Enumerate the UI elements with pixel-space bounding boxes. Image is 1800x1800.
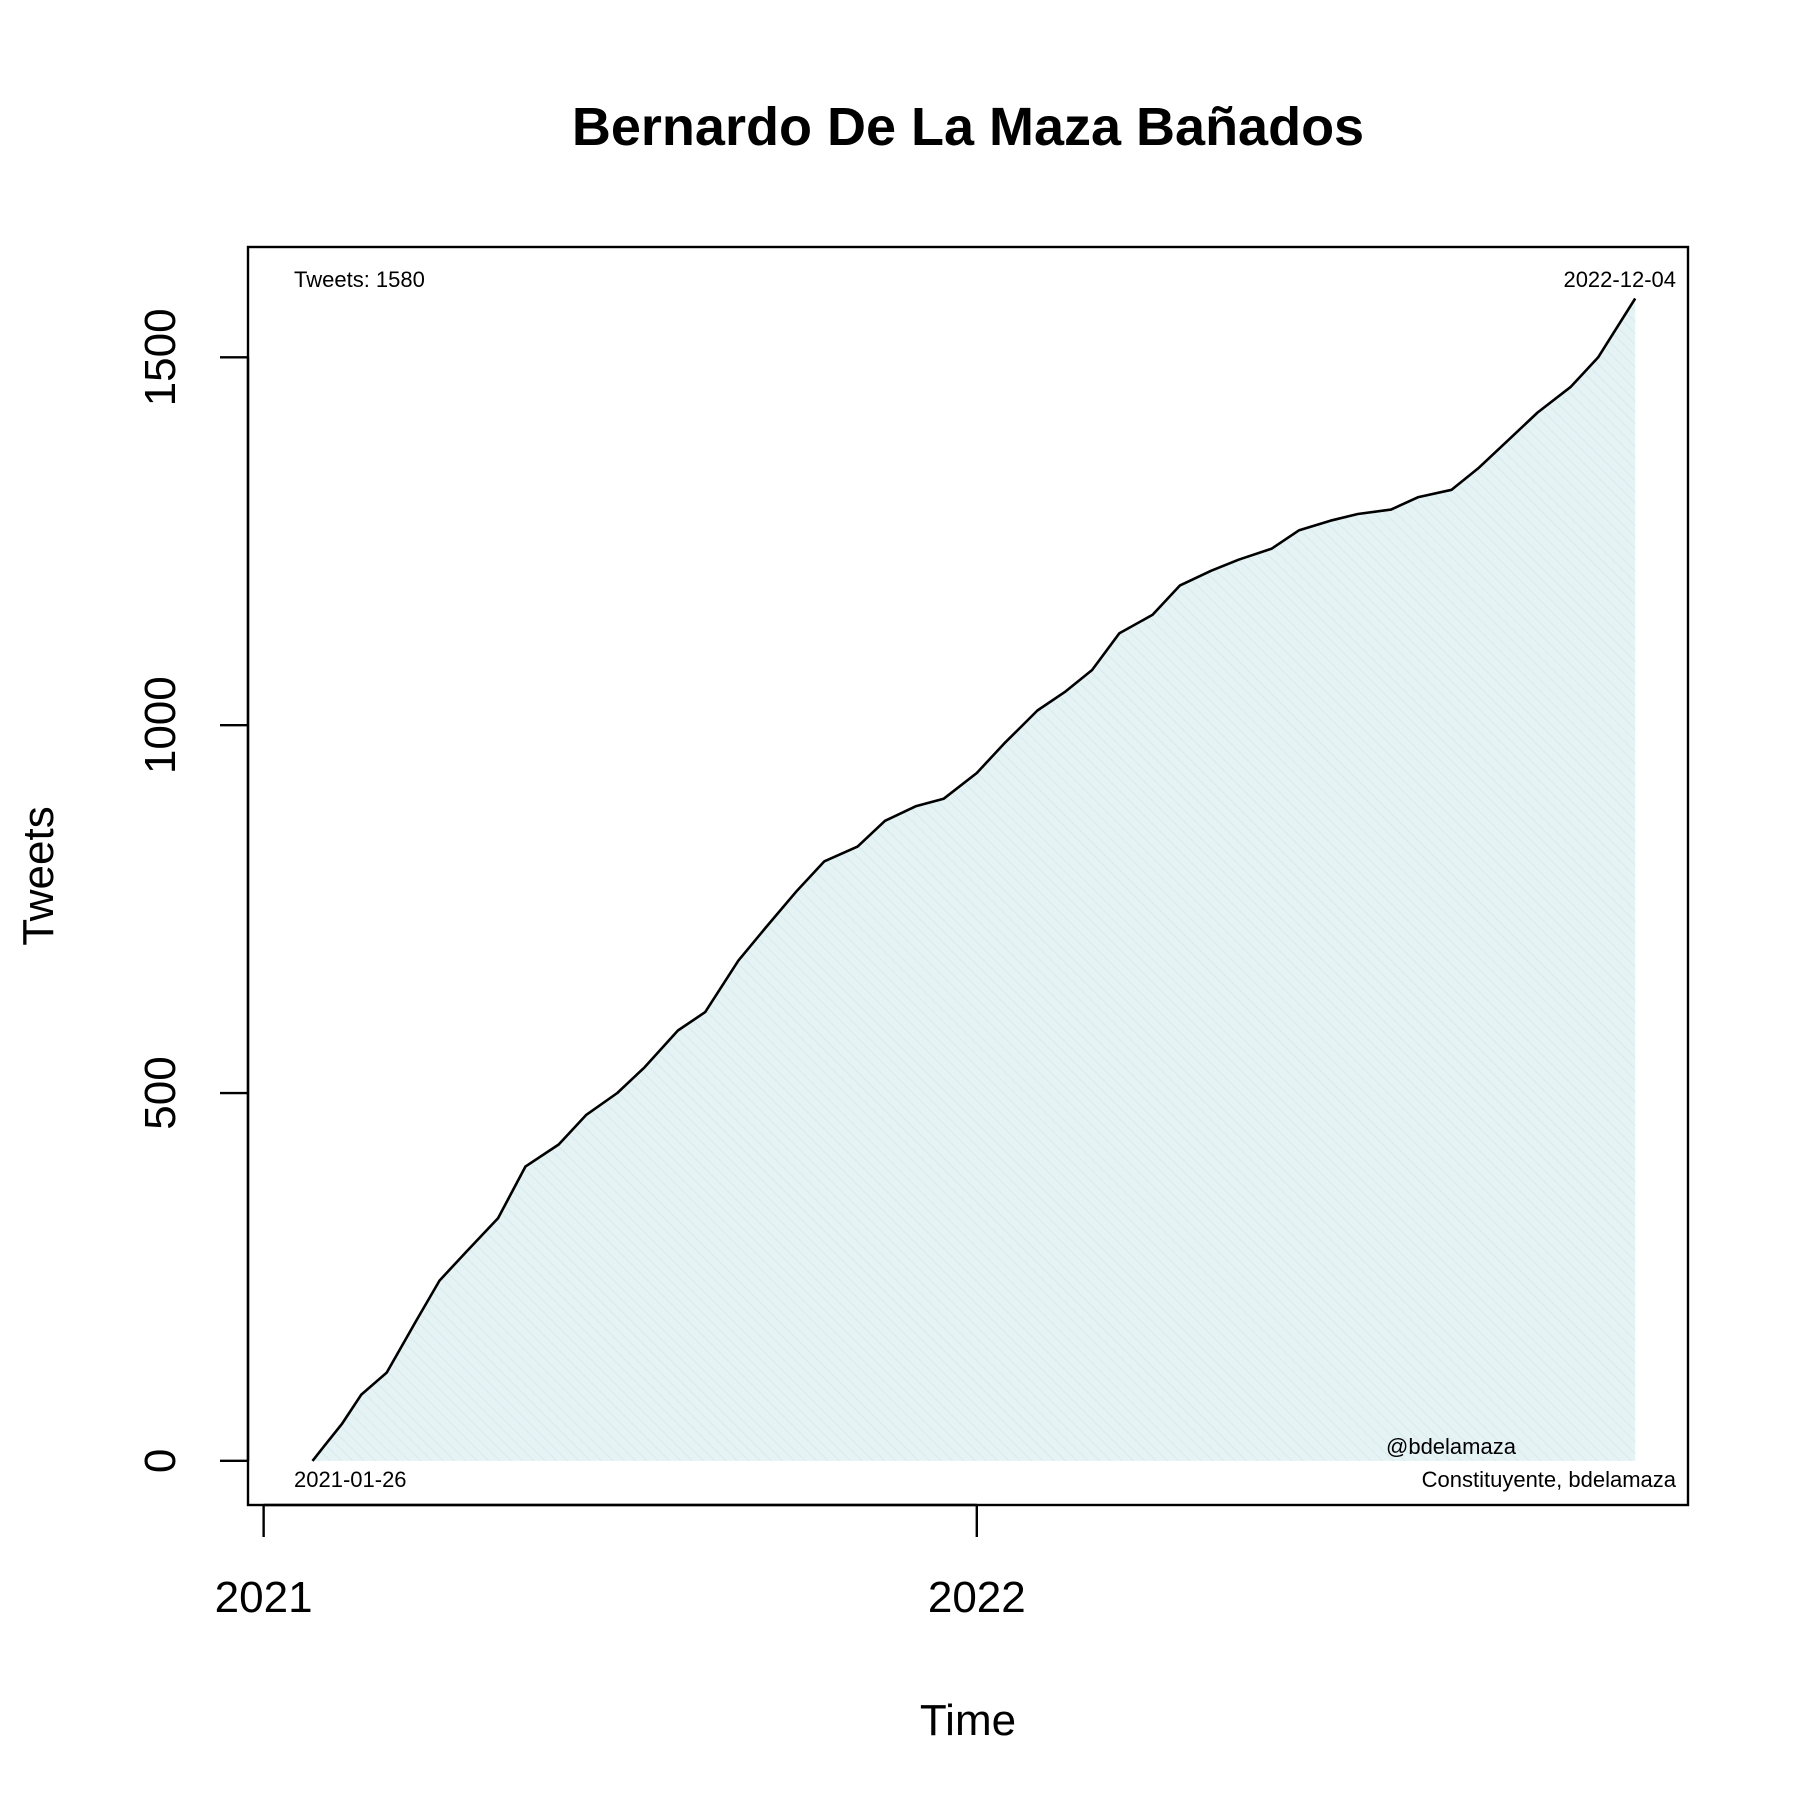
- x-tick-label: 2022: [928, 1573, 1026, 1622]
- y-tick-label: 500: [136, 1056, 185, 1129]
- series-area-hatch: [312, 298, 1636, 1461]
- annotation-handle: @bdelamaza: [1386, 1434, 1517, 1459]
- y-tick-label: 1000: [136, 676, 185, 774]
- annotation-start-date: 2021-01-26: [294, 1467, 407, 1492]
- y-tick-label: 0: [136, 1449, 185, 1473]
- chart-title: Bernardo De La Maza Bañados: [572, 97, 1364, 157]
- x-axis-title: Time: [920, 1696, 1016, 1745]
- y-tick-label: 1500: [136, 308, 185, 406]
- annotation-description: Constituyente, bdelamaza: [1422, 1467, 1677, 1492]
- x-tick-label: 2021: [215, 1573, 313, 1622]
- plot-area: [311, 297, 1637, 1462]
- y-axis-title: Tweets: [14, 806, 63, 945]
- x-axis: 2021 2022: [215, 1503, 1026, 1622]
- series-line: [311, 297, 1637, 1462]
- y-axis: 0 500 1000 1500: [136, 308, 250, 1473]
- annotation-end-date: 2022-12-04: [1563, 267, 1676, 292]
- annotation-tweet-count: Tweets: 1580: [294, 267, 425, 292]
